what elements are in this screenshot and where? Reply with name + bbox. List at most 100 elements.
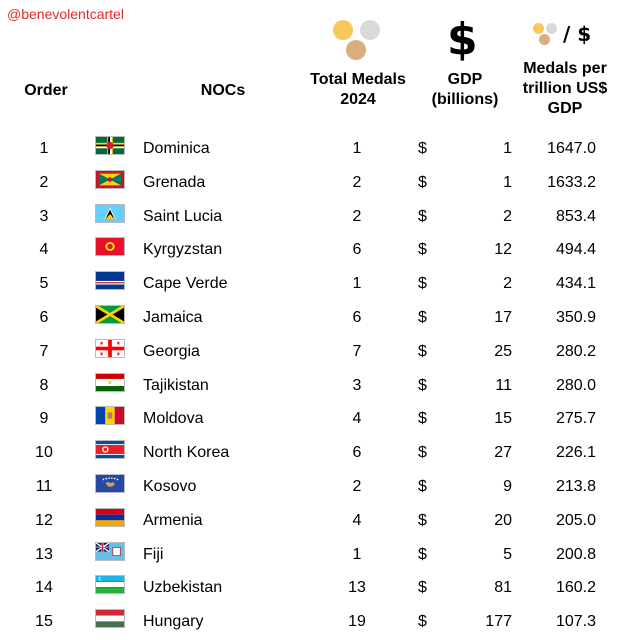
gdp-cell: 2 [503, 275, 512, 293]
order-cell: 4 [39, 241, 49, 259]
gdp-cell: 81 [494, 579, 512, 597]
currency-symbol: $ [418, 545, 427, 563]
noc-name-cell: Tajikistan [143, 376, 209, 394]
noc-name-cell: Kyrgyzstan [143, 241, 223, 259]
table-row: 8 Tajikistan 3 $11 280.0 [0, 369, 640, 403]
medals-per-trillion-cell: 1647.0 [547, 140, 596, 157]
fiji-flag-icon [95, 541, 125, 561]
table-row: 10 North Korea 6 $27 226.1 [0, 436, 640, 470]
table-row: 5 Cape Verde 1 $2 434.1 [0, 267, 640, 301]
medals-per-trillion-cell: 494.4 [555, 241, 596, 259]
table-row: 7 Georgia 7 $25 280.2 [0, 335, 640, 369]
hungary-flag-icon [95, 609, 125, 629]
medals-per-trillion-cell: 853.4 [555, 207, 596, 225]
order-cell: 14 [35, 579, 53, 597]
currency-symbol: $ [418, 342, 427, 360]
header-nocs: NOCs [200, 82, 246, 99]
total-medals-cell: 6 [352, 241, 362, 259]
noc-name-cell: Dominica [143, 140, 210, 157]
table-row: 15 Hungary 19 $177 107.3 [0, 605, 640, 639]
table-row: 12 Armenia 4 $20 205.0 [0, 504, 640, 538]
table-row: 13 Fiji 1 $5 200.8 [0, 538, 640, 572]
currency-symbol: $ [418, 410, 427, 428]
medals-per-trillion-cell: 434.1 [555, 275, 596, 293]
currency-symbol: $ [418, 376, 427, 394]
currency-symbol: $ [418, 207, 427, 225]
currency-symbol: $ [418, 241, 427, 259]
currency-symbol: $ [418, 478, 427, 495]
order-cell: 12 [35, 511, 53, 529]
gdp-cell: 25 [494, 342, 512, 360]
north-korea-flag-icon [95, 440, 125, 460]
table-row: 9 Moldova 4 $15 275.7 [0, 402, 640, 436]
armenia-flag-icon [95, 507, 125, 527]
order-cell: 11 [35, 478, 53, 495]
table-row: 6 Jamaica 6 $17 350.9 [0, 301, 640, 335]
medals-per-trillion-cell: 213.8 [555, 478, 596, 495]
gdp-cell: 17 [494, 309, 512, 326]
noc-name-cell: North Korea [143, 444, 230, 462]
table-row: 3 Saint Lucia 2 $2 853.4 [0, 200, 640, 234]
noc-name-cell: Grenada [143, 173, 206, 191]
medals-per-trillion-cell: 226.1 [555, 444, 596, 462]
currency-symbol: $ [418, 275, 427, 293]
dollar-icon: $ [447, 14, 478, 65]
medals-per-trillion-cell: 275.7 [555, 410, 596, 428]
gdp-cell: 27 [494, 444, 512, 462]
saint-lucia-flag-icon [95, 203, 125, 223]
total-medals-cell: 6 [352, 444, 362, 462]
order-cell: 1 [39, 140, 49, 157]
currency-symbol: $ [418, 309, 427, 326]
total-medals-cell: 13 [348, 579, 366, 597]
header-order: Order [24, 82, 68, 99]
total-medals-cell: 6 [352, 309, 362, 326]
order-cell: 6 [39, 309, 49, 326]
currency-symbol: $ [418, 511, 427, 529]
medals-per-trillion-cell: 205.0 [555, 511, 596, 529]
gdp-cell: 15 [494, 410, 512, 428]
gdp-cell: 9 [503, 478, 512, 495]
gdp-cell: 1 [503, 173, 512, 191]
cape-verde-flag-icon [95, 271, 125, 291]
gdp-cell: 12 [494, 241, 512, 259]
total-medals-cell: 1 [352, 545, 362, 563]
order-cell: 15 [35, 613, 53, 631]
order-cell: 9 [39, 410, 49, 428]
uzbekistan-flag-icon [95, 575, 125, 595]
dominica-flag-icon [95, 136, 125, 155]
noc-name-cell: Saint Lucia [143, 207, 223, 225]
table-row: 14 Uzbekistan 13 $81 160.2 [0, 571, 640, 605]
noc-name-cell: Cape Verde [143, 275, 228, 293]
order-cell: 3 [39, 207, 49, 225]
total-medals-cell: 2 [352, 207, 362, 225]
noc-name-cell: Jamaica [143, 309, 203, 326]
total-medals-cell: 7 [352, 342, 362, 360]
grenada-flag-icon [95, 169, 125, 189]
currency-symbol: $ [418, 140, 427, 157]
order-cell: 8 [39, 376, 49, 394]
medals-per-trillion-cell: 200.8 [555, 545, 596, 563]
total-medals-cell: 4 [352, 511, 362, 529]
noc-name-cell: Armenia [143, 511, 203, 529]
total-medals-cell: 3 [352, 376, 362, 394]
noc-name-cell: Kosovo [143, 478, 197, 495]
kosovo-flag-icon [95, 474, 125, 493]
gdp-cell: 20 [494, 511, 512, 529]
jamaica-flag-icon [95, 305, 125, 324]
noc-name-cell: Hungary [143, 613, 204, 631]
header-gdp: GDP (billions) [431, 71, 499, 108]
ratio-dollar-icon: $ [577, 22, 592, 46]
currency-symbol: $ [418, 613, 427, 631]
order-cell: 10 [35, 444, 53, 462]
medals-per-trillion-cell: 160.2 [555, 579, 596, 597]
header-medals-per-trillion: Medals per trillion US$ GDP [522, 60, 608, 117]
total-medals-cell: 4 [352, 410, 362, 428]
medals-per-trillion-cell: 350.9 [555, 309, 596, 326]
slash-separator: / [563, 22, 571, 46]
total-medals-cell: 1 [352, 275, 362, 293]
currency-symbol: $ [418, 173, 427, 191]
tajikistan-flag-icon [95, 372, 125, 392]
total-medals-cell: 2 [352, 478, 362, 495]
total-medals-cell: 1 [352, 140, 362, 157]
noc-name-cell: Georgia [143, 342, 200, 360]
